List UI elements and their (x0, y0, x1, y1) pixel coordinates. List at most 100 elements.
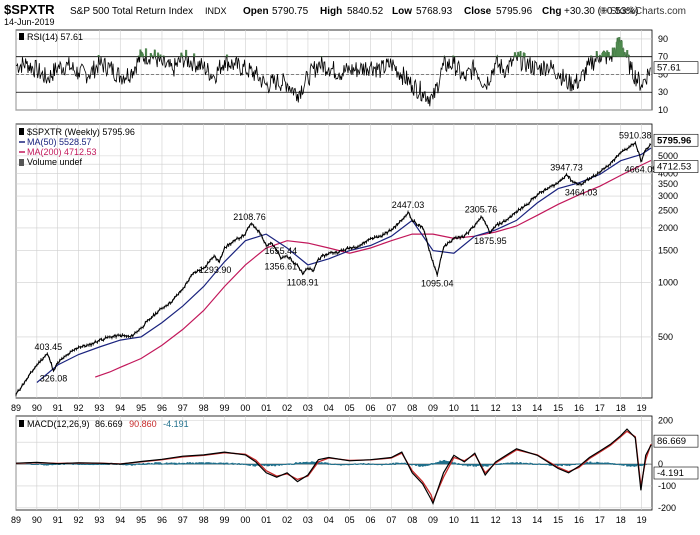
macd-x-tick-label: 94 (115, 515, 125, 525)
price-x-tick-label: 06 (365, 403, 375, 413)
macd-x-tick-label: 04 (324, 515, 334, 525)
high-label: High (320, 6, 342, 17)
price-x-tick-label: 10 (449, 403, 459, 413)
open-label: Open (243, 6, 269, 17)
price-x-tick-label: 05 (345, 403, 355, 413)
macd-histogram-bar (429, 464, 431, 465)
macd-histogram-bar (35, 464, 37, 465)
price-x-tick-label: 90 (32, 403, 42, 413)
macd-histogram-bar (394, 464, 396, 465)
macd-histogram-bar (388, 464, 390, 465)
ma200-last-label: 4712.53 (657, 162, 691, 173)
macd-histogram-bar (531, 463, 533, 464)
macd-legend-swatch (19, 420, 24, 427)
macd-histogram-bar (160, 463, 162, 464)
macd-x-tick-label: 10 (449, 515, 459, 525)
macd-histogram-bar (166, 462, 168, 464)
rsi-overbought-fill (145, 48, 147, 56)
price-x-tick-label: 13 (511, 403, 521, 413)
price-x-tick-label: 00 (240, 403, 250, 413)
price-x-tick-label: 19 (637, 403, 647, 413)
price-annotation: 2447.03 (392, 200, 425, 210)
price-y-tick-label: 2500 (658, 205, 678, 215)
macd-x-tick-label: 91 (53, 515, 63, 525)
macd-x-tick-label: 11 (470, 515, 479, 525)
rsi-overbought-fill (628, 55, 630, 57)
macd-histogram-bar (431, 463, 433, 464)
price-annotation: 1655.44 (265, 246, 298, 256)
macd-x-tick-label: 05 (345, 515, 355, 525)
price-x-tick-label: 17 (595, 403, 605, 413)
rsi-overbought-fill (226, 55, 228, 57)
price-x-tick-label: 96 (157, 403, 167, 413)
ma200-legend-label: MA(200) 4712.53 (27, 147, 97, 157)
macd-histogram-bar (613, 464, 615, 465)
chart-date: 14-Jun-2019 (4, 17, 55, 27)
macd-histogram-bar (72, 464, 74, 465)
macd-histogram-bar (232, 463, 234, 464)
rsi-y-tick-label: 30 (658, 87, 668, 97)
macd-histogram-bar (237, 464, 239, 465)
macd-y-tick-label: -100 (658, 481, 676, 491)
price-x-tick-label: 95 (136, 403, 146, 413)
price-annotation: 2108.76 (233, 212, 266, 222)
price-x-tick-label: 98 (199, 403, 209, 413)
price-annotation: 2305.76 (465, 205, 498, 215)
macd-x-tick-label: 12 (491, 515, 501, 525)
price-annotation: 403.45 (35, 342, 63, 352)
macd-x-tick-label: 03 (303, 515, 313, 525)
price-legend-label: $SPXTR (Weekly) 5795.96 (27, 127, 135, 137)
macd-histogram-bar (173, 463, 175, 464)
rsi-legend-swatch (19, 33, 24, 40)
volume-legend-swatch (19, 159, 24, 166)
price-y-tick-label: 1000 (658, 277, 678, 287)
price-annotation: 5910.38 (619, 131, 652, 141)
price-x-tick-label: 09 (428, 403, 438, 413)
macd-histogram-bar (458, 463, 460, 464)
macd-legend: MACD(12,26,9) 86.669 90.860 -4.191 (19, 419, 189, 429)
macd-y-tick-label: -200 (658, 503, 676, 513)
price-x-tick-label: 93 (94, 403, 104, 413)
macd-x-tick-label: 95 (136, 515, 146, 525)
price-x-tick-label: 89 (11, 403, 21, 413)
macd-x-tick-label: 14 (532, 515, 542, 525)
symbol-title: $SPXTR (4, 2, 55, 17)
price-annotation: 1356.61 (265, 261, 298, 271)
macd-x-tick-label: 08 (407, 515, 417, 525)
macd-histogram-bar (614, 463, 616, 464)
high-value: 5840.52 (347, 6, 384, 17)
macd-histogram-bar (499, 464, 501, 465)
macd-histogram-bar (137, 464, 139, 465)
price-annotation: 326.08 (40, 374, 68, 384)
price-annotation: 1095.04 (421, 278, 454, 288)
macd-histogram-bar (362, 464, 364, 465)
macd-x-tick-label: 19 (637, 515, 647, 525)
macd-histogram-bar (36, 463, 38, 464)
low-value: 5768.93 (416, 6, 453, 17)
price-y-tick-label: 3000 (658, 191, 678, 201)
rsi-overbought-fill (185, 50, 187, 57)
macd-x-tick-label: 98 (199, 515, 209, 525)
price-x-tick-label: 92 (74, 403, 84, 413)
rsi-overbought-fill (519, 51, 521, 57)
macd-histogram-bar (612, 463, 614, 464)
macd-x-tick-label: 99 (220, 515, 230, 525)
price-x-tick-label: 97 (178, 403, 188, 413)
rsi-overbought-fill (159, 54, 161, 56)
rsi-overbought-fill (154, 50, 156, 57)
macd-histogram-bar (393, 463, 395, 464)
open-value: 5790.75 (272, 6, 309, 17)
macd-x-tick-label: 00 (240, 515, 250, 525)
macd-histogram-bar (327, 463, 329, 464)
price-y-tick-label: 1500 (658, 246, 678, 256)
macd-histogram-bar (222, 463, 224, 464)
price-y-tick-label: 2000 (658, 223, 678, 233)
price-annotation: 1875.95 (474, 236, 507, 246)
rsi-overbought-fill (193, 53, 195, 56)
rsi-overbought-fill (515, 55, 517, 57)
rsi-overbought-fill (496, 56, 498, 57)
price-x-tick-label: 12 (491, 403, 501, 413)
macd-x-tick-label: 02 (282, 515, 292, 525)
macd-histogram-bar (142, 463, 144, 464)
macd-x-tick-label: 16 (574, 515, 584, 525)
